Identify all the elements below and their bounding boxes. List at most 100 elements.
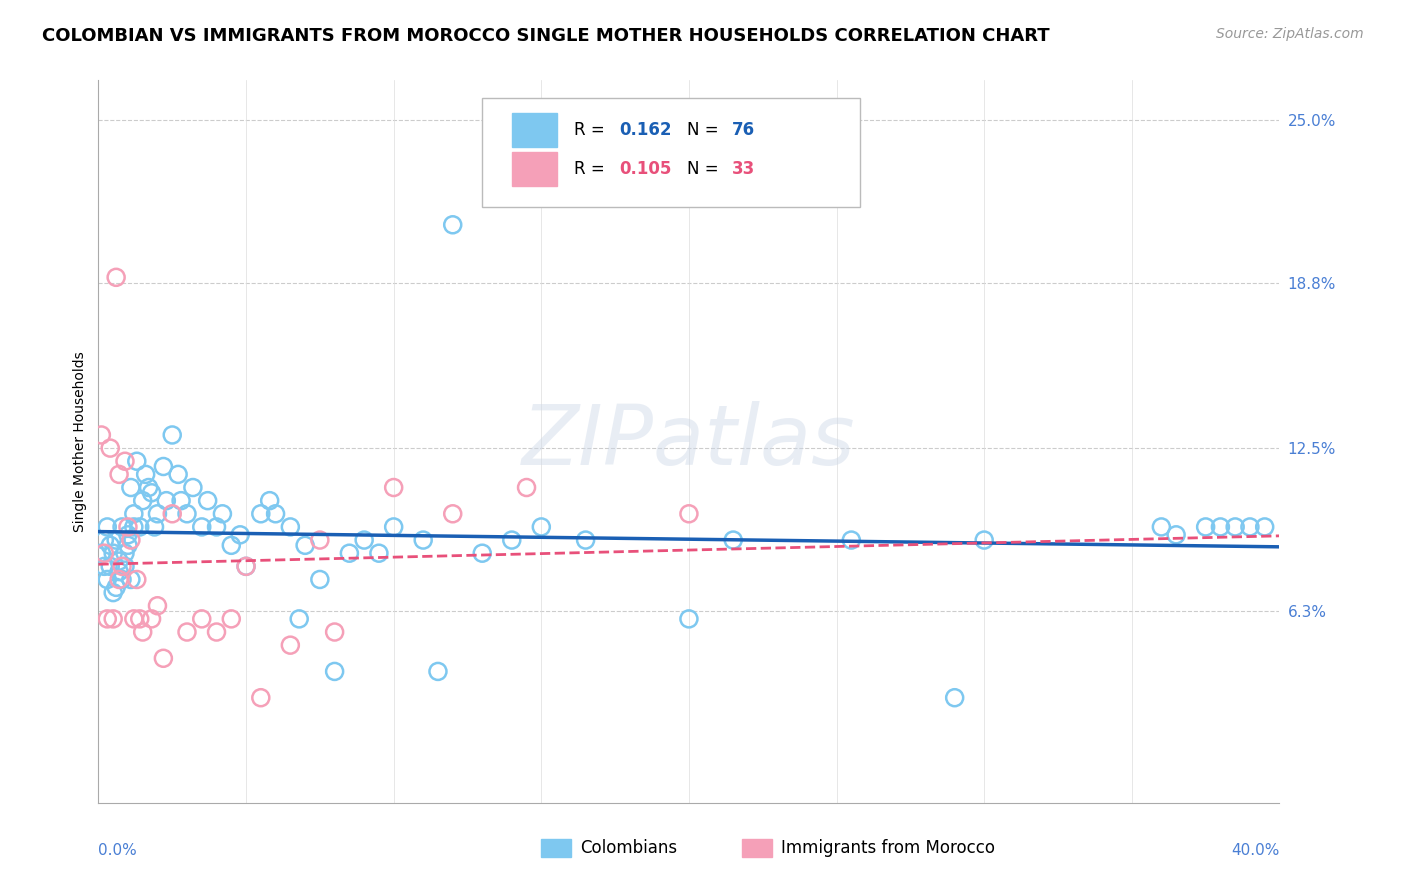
Point [162,428,183,442]
Point [128,520,150,534]
Point [141,485,163,500]
Point [114,546,136,560]
Point [205,625,228,640]
Point [122,612,145,626]
Point [678,507,700,521]
Point [114,559,136,574]
Text: N =: N = [686,161,724,178]
Point [96,573,118,587]
Point [530,520,553,534]
Point [280,520,302,534]
Point [575,533,598,547]
Point [170,493,193,508]
Point [146,599,169,613]
Point [176,625,198,640]
Point [93,559,115,574]
Point [211,507,233,521]
Point [146,507,169,521]
Text: 0.0%: 0.0% [98,843,138,857]
Point [125,573,148,587]
FancyBboxPatch shape [512,112,557,147]
Point [120,481,142,495]
Point [1209,520,1232,534]
Point [105,580,128,594]
FancyBboxPatch shape [541,838,571,857]
Point [105,270,128,285]
Text: Immigrants from Morocco: Immigrants from Morocco [782,839,995,857]
Point [250,507,273,521]
Point [108,554,131,568]
Point [117,520,139,534]
Point [132,493,155,508]
Y-axis label: Single Mother Households: Single Mother Households [73,351,87,532]
Point [1150,520,1173,534]
Point [141,612,163,626]
Point [162,507,183,521]
Point [152,459,174,474]
Point [117,538,139,552]
Point [108,467,131,482]
Point [678,612,700,626]
Point [181,481,204,495]
Point [143,520,166,534]
Point [132,625,155,640]
FancyBboxPatch shape [512,152,557,186]
Point [103,585,125,599]
Point [103,612,125,626]
Point [368,546,391,560]
Point [235,559,257,574]
Point [105,533,128,547]
FancyBboxPatch shape [742,838,772,857]
Point [120,533,142,547]
Point [98,538,121,552]
Point [108,565,131,579]
Text: Source: ZipAtlas.com: Source: ZipAtlas.com [1216,27,1364,41]
Point [152,651,174,665]
Point [250,690,273,705]
Point [323,665,346,679]
Point [1225,520,1247,534]
Point [221,612,243,626]
Point [1254,520,1277,534]
Point [191,520,214,534]
Point [382,481,405,495]
Point [309,573,332,587]
Point [114,454,136,468]
Text: Colombians: Colombians [581,839,678,857]
Text: N =: N = [686,121,724,139]
Text: 0.162: 0.162 [619,121,672,139]
Point [90,428,112,442]
Point [943,690,966,705]
Point [382,520,405,534]
Point [235,559,257,574]
Point [309,533,332,547]
Point [93,546,115,560]
Point [323,625,346,640]
Point [98,559,121,574]
Point [103,546,125,560]
Point [111,573,134,587]
Point [98,441,121,455]
Text: COLOMBIAN VS IMMIGRANTS FROM MOROCCO SINGLE MOTHER HOUSEHOLDS CORRELATION CHART: COLOMBIAN VS IMMIGRANTS FROM MOROCCO SIN… [42,27,1050,45]
Point [108,573,131,587]
Point [1195,520,1218,534]
Point [441,218,464,232]
Point [138,481,160,495]
Point [441,507,464,521]
Point [280,638,302,652]
Text: R =: R = [575,161,610,178]
Point [723,533,745,547]
Point [120,573,142,587]
Text: 76: 76 [731,121,755,139]
Text: ZIPatlas: ZIPatlas [522,401,856,482]
Point [93,533,115,547]
Point [229,528,252,542]
Point [339,546,361,560]
Point [1166,528,1188,542]
Point [96,520,118,534]
Point [122,520,145,534]
Point [516,481,538,495]
Text: R =: R = [575,121,610,139]
Point [288,612,311,626]
Point [111,559,134,574]
